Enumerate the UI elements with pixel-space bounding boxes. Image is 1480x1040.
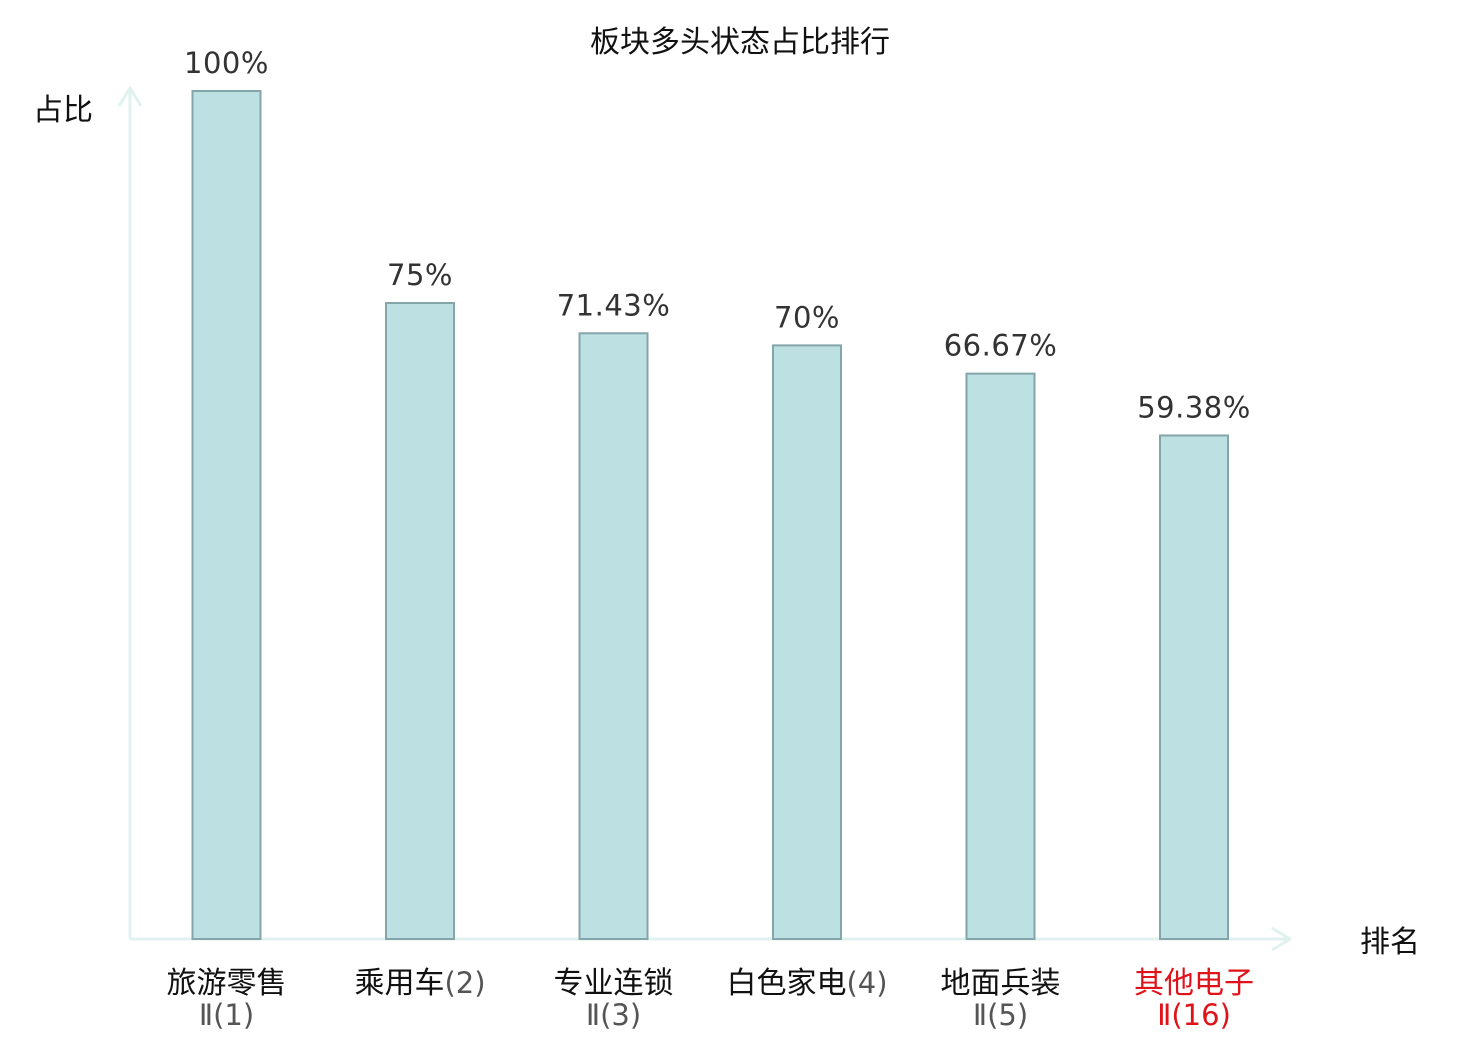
bars [191,90,1229,940]
value-labels: 100% 75% 71.43% 70% 66.67% 59.38% [184,46,1251,424]
y-axis-label: 占比 [33,93,93,128]
chart-title: 板块多头状态占比排行 [590,25,890,60]
axes [117,86,1292,952]
category-label: 地面兵装 [941,966,1061,1001]
value-label: 75% [387,258,453,292]
category-code: Ⅱ(3) [586,998,641,1032]
bar [772,344,842,940]
category-code: (4) [846,966,887,1000]
bar [191,90,262,940]
bar [1159,434,1229,940]
value-label: 59.38% [1137,390,1251,424]
category-name: 乘用车 [354,966,444,1001]
value-label: 100% [184,46,269,80]
category-label: 白色家电(4) [726,966,887,1001]
category-label: 其他电子 [1134,966,1254,1001]
bar [578,332,649,940]
value-label: 66.67% [944,329,1058,363]
category-code: Ⅱ(16) [1157,998,1231,1032]
category-label: 专业连锁 [554,966,674,1001]
category-name: 白色家电 [726,966,846,1001]
bar [385,302,455,940]
x-axis-arrow [1271,926,1292,952]
x-axis-label: 排名 [1360,925,1420,960]
category-label: 乘用车(2) [354,966,485,1001]
value-label: 70% [774,300,840,334]
category-label: 旅游零售 [167,966,287,1001]
category-code: Ⅱ(1) [199,998,254,1032]
value-label: 71.43% [557,288,671,322]
category-code: (2) [444,966,485,1000]
category-code: Ⅱ(5) [973,998,1028,1032]
bar [965,372,1036,940]
y-axis-arrow [117,86,143,107]
